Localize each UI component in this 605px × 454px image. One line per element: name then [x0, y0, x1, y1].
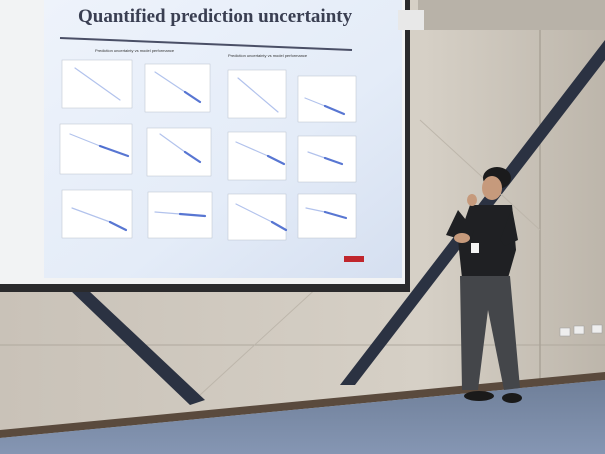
- plot-grid: [59, 59, 357, 241]
- presenter: [446, 167, 522, 403]
- title-underline: [59, 37, 353, 51]
- carpet: [0, 380, 605, 454]
- wall-stripe: [70, 290, 205, 405]
- outlet: [591, 324, 603, 334]
- slide-title: Quantified prediction uncertainty: [78, 6, 353, 27]
- slide-logo: [344, 256, 364, 262]
- baseboard: [0, 372, 605, 438]
- outlet: [559, 327, 571, 337]
- screen-housing: [398, 10, 424, 30]
- panel-heading: Prediction uncertainty vs model performa…: [228, 53, 308, 58]
- panel-heading: Prediction uncertainty vs model performa…: [95, 48, 175, 53]
- wall-line: [419, 119, 541, 231]
- wall-line: [199, 284, 321, 396]
- ceiling: [418, 0, 605, 30]
- outlet: [573, 325, 585, 335]
